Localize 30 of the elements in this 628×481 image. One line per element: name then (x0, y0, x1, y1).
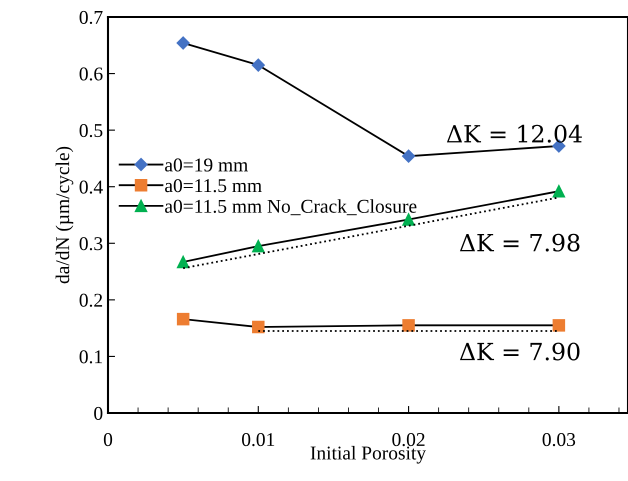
y-tick-label: 0 (94, 406, 102, 420)
y-tick-label: 0.4 (80, 180, 103, 194)
point (402, 150, 416, 163)
y-tick-label: 0.3 (80, 237, 102, 250)
x-tick-label: 0 (104, 433, 112, 446)
point (252, 240, 265, 252)
annotation: ΔK = 12.04 (446, 124, 582, 143)
legend-label: a0=11.5 mm (165, 179, 262, 192)
annotation: ΔK = 7.90 (460, 342, 580, 360)
x-axis-title: Initial Porosity (310, 446, 426, 464)
y-tick-label: 0.2 (80, 294, 102, 307)
point (402, 319, 415, 332)
point (552, 319, 566, 332)
point (552, 184, 566, 198)
y-tick-label: 0.5 (80, 124, 102, 138)
y-axis-title: da/dN (µm/cycle) (56, 146, 74, 284)
x-tick-label: 0.02 (392, 433, 425, 446)
point (176, 36, 190, 50)
point (252, 58, 265, 72)
legend-label: a0=11.5 mm No_Crack_Closure (165, 199, 416, 216)
x-tick-label: 0.03 (542, 433, 576, 446)
point (252, 320, 265, 334)
point (176, 312, 190, 326)
y-tick-label: 0.1 (80, 350, 102, 364)
y-tick-label: 0.7 (80, 10, 103, 24)
point (176, 256, 190, 268)
annotation: ΔK = 7.98 (460, 234, 580, 252)
legend-label: a0=19 mm (165, 158, 248, 172)
y-tick-label: 0.6 (80, 67, 103, 81)
x-tick-label: 0.01 (242, 433, 274, 446)
